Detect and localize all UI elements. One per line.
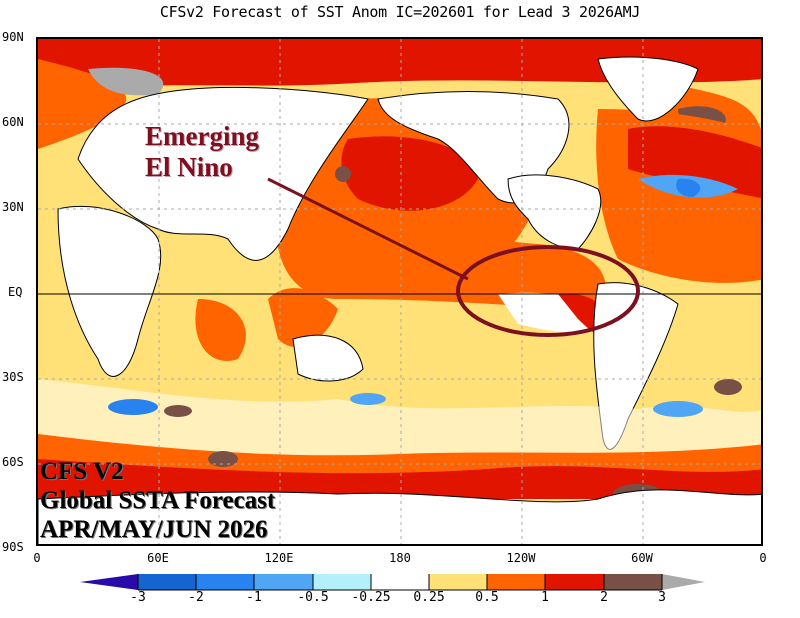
colorbar	[80, 574, 705, 591]
lat-label-eq: EQ	[8, 285, 23, 299]
el-nino-annotation: Emerging El Nino	[145, 121, 259, 183]
lon-label-120e: 120E	[264, 551, 294, 565]
map-graphic	[38, 39, 761, 544]
info-line2: Global SSTA Forecast	[40, 487, 276, 514]
lat-label-90s: 90S	[2, 540, 24, 554]
lon-label-120w: 120W	[506, 551, 536, 565]
lon-label-60e: 60E	[147, 551, 169, 565]
colorbar-label: -0.25	[351, 590, 391, 605]
lon-label-60w: 60W	[631, 551, 653, 565]
lon-label-0: 0	[33, 551, 41, 565]
lat-label-60s: 60S	[2, 455, 24, 469]
info-line1: CFS V2	[40, 458, 124, 485]
el-nino-line2: El Nino	[145, 152, 233, 182]
colorbar-label: 1	[541, 590, 549, 605]
sst-anomaly-map	[36, 37, 763, 546]
colorbar-label: -2	[188, 590, 204, 605]
colorbar-label: -0.5	[297, 590, 329, 605]
el-nino-line1: Emerging	[145, 121, 259, 151]
lat-label-30s: 30S	[2, 370, 24, 384]
lon-label-0-east: 0	[759, 551, 767, 565]
lat-label-90n: 90N	[2, 30, 24, 44]
chart-title: CFSv2 Forecast of SST Anom IC=202601 for…	[159, 3, 641, 21]
colorbar-label: -1	[246, 590, 262, 605]
lon-label-180: 180	[389, 551, 411, 565]
colorbar-label: 0.5	[475, 590, 499, 605]
forecast-info-annotation: CFS V2 Global SSTA Forecast APR/MAY/JUN …	[40, 457, 275, 544]
colorbar-label: 0.25	[413, 590, 445, 605]
lat-label-60n: 60N	[2, 115, 24, 129]
lat-label-30n: 30N	[2, 200, 24, 214]
colorbar-label: 3	[658, 590, 666, 605]
colorbar-label: 2	[600, 590, 608, 605]
info-line3: APR/MAY/JUN 2026	[40, 516, 268, 543]
colorbar-label: -3	[130, 590, 146, 605]
